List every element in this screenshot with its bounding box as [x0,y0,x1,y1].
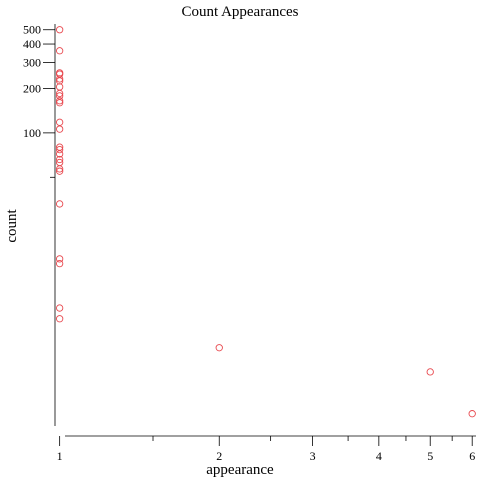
x-tick-label: 5 [427,449,433,463]
data-point [215,344,223,352]
data-point [56,200,64,208]
x-tick-label: 3 [310,449,316,463]
data-point [56,304,64,312]
x-tick-label: 2 [216,449,222,463]
data-point [56,26,64,34]
data-point [56,255,64,263]
x-axis-ticks: 1 2 3 4 5 6 [57,436,475,463]
data-points [56,26,476,418]
chart-title: Count Appearances [181,4,298,20]
data-point [56,89,64,98]
x-axis-label: appearance [206,462,274,478]
data-point [56,99,64,107]
data-point [468,410,476,418]
data-point [56,259,64,268]
y-axis-label: count [4,209,20,243]
data-point [56,97,64,105]
y-tick-label: 500 [23,23,41,37]
data-point [56,315,64,323]
data-point [56,150,64,158]
data-point [56,155,64,164]
data-point [56,118,64,126]
data-point [56,167,64,175]
data-point [56,83,64,91]
y-tick-label: 400 [23,37,41,51]
data-point [426,368,434,376]
y-tick-label: 200 [23,81,41,95]
x-tick-label: 1 [57,449,63,463]
x-tick-label: 4 [376,449,382,463]
data-point [56,75,64,83]
data-point [56,125,64,133]
data-point [56,47,64,55]
x-tick-label: 6 [469,449,475,463]
y-tick-label: 100 [23,126,41,140]
data-point [56,165,64,173]
y-tick-label: 300 [23,55,41,69]
data-point [56,145,64,154]
